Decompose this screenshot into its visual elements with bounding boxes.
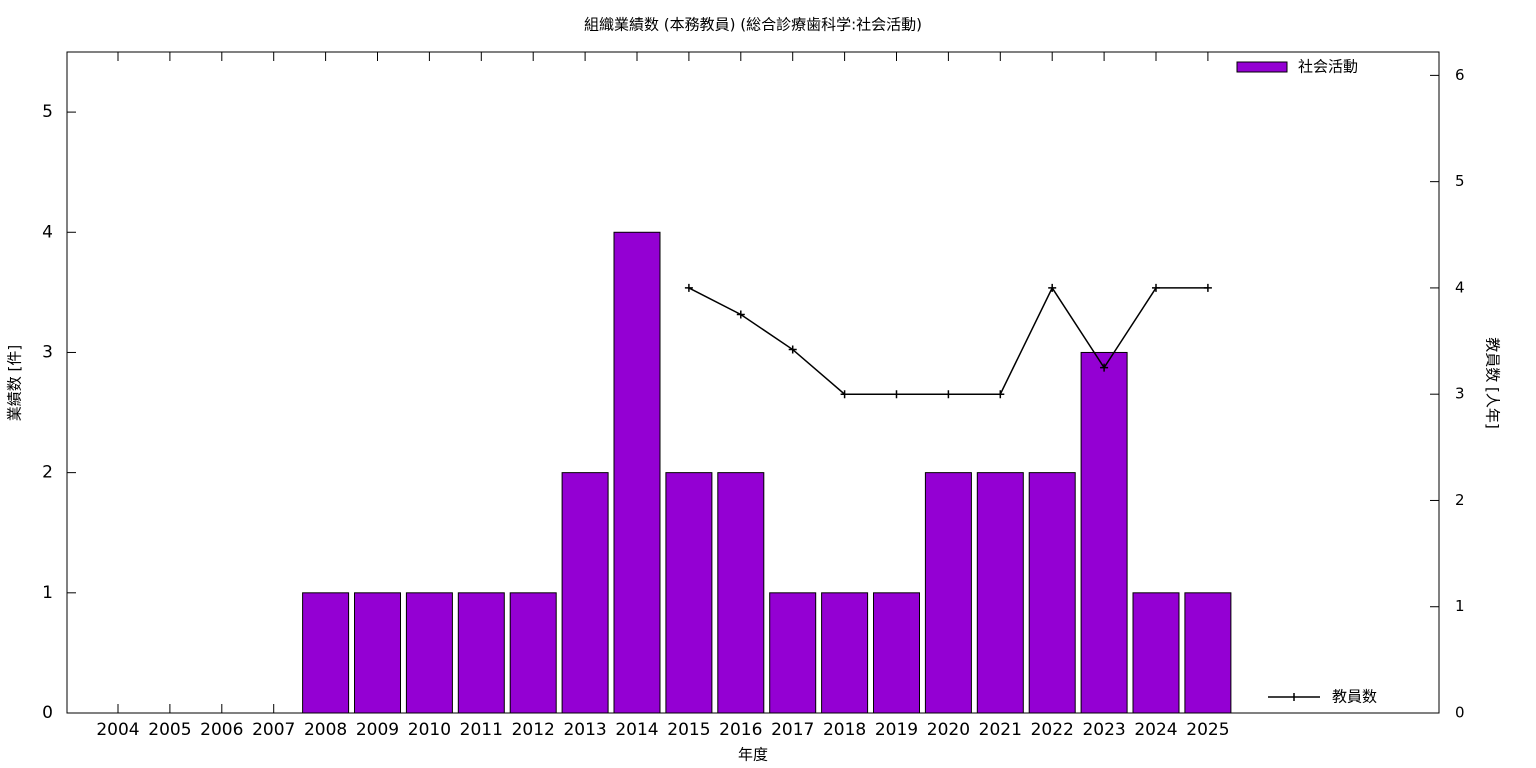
bar: [821, 592, 869, 714]
x-tick-label: 2021: [979, 720, 1022, 740]
x-tick-label: 2025: [1186, 720, 1229, 740]
bar: [924, 472, 972, 714]
bar: [1132, 592, 1180, 714]
point: [1203, 283, 1212, 292]
chart-title: 組織業績数 (本務教員) (総合診療歯科学:社会活動): [584, 16, 922, 34]
legend-label: 教員数: [1332, 688, 1377, 706]
y2-tick-label: 3: [1455, 385, 1465, 403]
x-tick-label: 2022: [1031, 720, 1074, 740]
x-tick-label: 2024: [1134, 720, 1177, 740]
y-tick-label: 4: [42, 222, 53, 242]
point: [684, 283, 693, 292]
x-tick-label: 2009: [356, 720, 399, 740]
y2-tick-label: 2: [1455, 491, 1465, 509]
x-tick-label: 2005: [148, 720, 191, 740]
line: [688, 286, 1208, 395]
y2-tick-label: 0: [1455, 704, 1465, 722]
x-tick-label: 2014: [615, 720, 658, 740]
x-tick-label: 2016: [719, 720, 762, 740]
bar: [1184, 592, 1232, 714]
bar: [1080, 351, 1128, 714]
x-tick-label: 2007: [252, 720, 295, 740]
x-tick-label: 2004: [96, 720, 139, 740]
x-tick-label: 2006: [200, 720, 243, 740]
x-tick-label: 2008: [304, 720, 347, 740]
point: [840, 390, 849, 399]
bar: [769, 592, 817, 714]
y2-tick-label: 1: [1455, 597, 1465, 615]
x-tick-label: 2013: [563, 720, 606, 740]
bar: [302, 592, 350, 714]
x-tick-label: 2019: [875, 720, 918, 740]
bar: [561, 472, 609, 714]
point: [1152, 283, 1160, 292]
y-tick-label: 2: [42, 463, 53, 483]
y-axis-label: 業績数 [件]: [6, 345, 24, 421]
x-tick-label: 2015: [667, 720, 710, 740]
bar: [509, 592, 557, 714]
bar: [457, 592, 505, 714]
y2-tick-label: 4: [1455, 278, 1465, 296]
bar: [405, 592, 453, 714]
bar: [354, 592, 401, 714]
point: [736, 310, 745, 319]
point: [1100, 363, 1109, 372]
legend-swatch: [1236, 61, 1288, 73]
x-tick-label: 2010: [408, 720, 451, 740]
y-tick-label: 0: [42, 703, 53, 723]
point: [892, 390, 901, 399]
bar: [613, 231, 661, 714]
x-tick-label: 2018: [823, 720, 866, 740]
bar: [873, 592, 920, 714]
bar: [665, 472, 713, 714]
point: [788, 345, 797, 354]
y2-axis-label: 教員数 [人年]: [1484, 337, 1502, 428]
x-tick-label: 2017: [771, 720, 814, 740]
x-tick-label: 2023: [1082, 720, 1125, 740]
point: [1048, 283, 1057, 292]
y-tick-label: 5: [42, 102, 53, 122]
x-tick-label: 2020: [927, 720, 970, 740]
y2-tick-label: 5: [1455, 172, 1465, 190]
legend-swatch: [1268, 693, 1320, 701]
x-axis-label: 年度: [738, 746, 768, 764]
x-tick-label: 2011: [460, 720, 503, 740]
legend-label: 社会活動: [1298, 58, 1358, 76]
y-tick-label: 1: [42, 583, 53, 603]
point: [944, 390, 953, 399]
point: [996, 390, 1005, 399]
y-tick-label: 3: [42, 342, 53, 362]
bar: [717, 472, 765, 714]
y2-tick-label: 6: [1455, 66, 1465, 84]
bar: [976, 472, 1024, 714]
bar: [1028, 472, 1076, 714]
x-tick-label: 2012: [512, 720, 555, 740]
